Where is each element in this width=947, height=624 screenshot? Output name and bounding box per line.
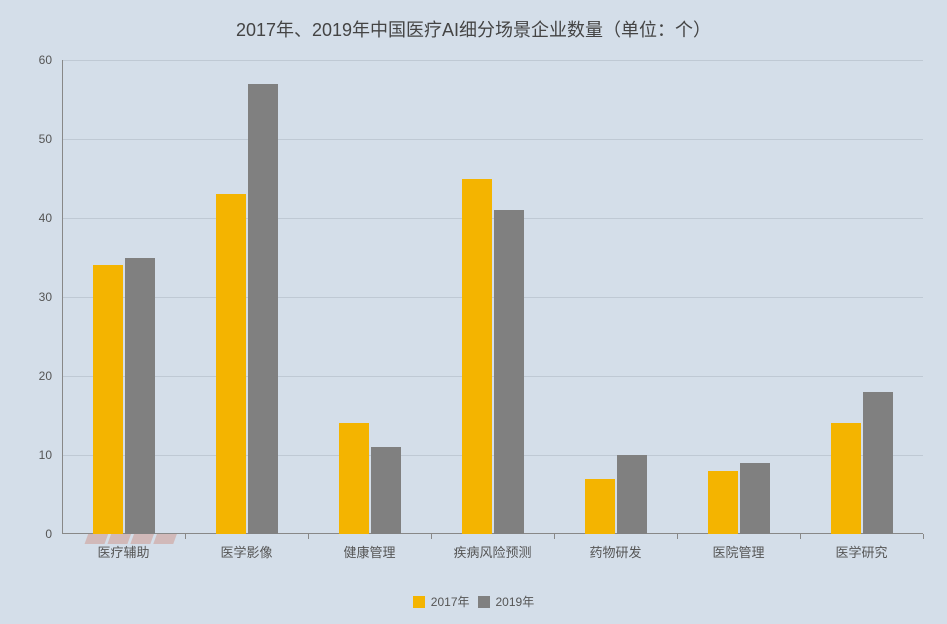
- x-tick-label: 疾病风险预测: [453, 542, 531, 561]
- bar: [125, 258, 155, 535]
- chart-container: 猎豹全球智库 2017年、2019年中国医疗AI细分场景企业数量（单位：个） 0…: [0, 0, 947, 624]
- bar-group: [554, 60, 677, 534]
- x-tick: [554, 534, 555, 539]
- bar-group: [431, 60, 554, 534]
- bar-group: [308, 60, 431, 534]
- x-tick-label: 医学研究: [835, 542, 887, 561]
- bar: [863, 392, 893, 534]
- x-tick-label: 医疗辅助: [97, 542, 149, 561]
- legend-label: 2019年: [496, 593, 535, 610]
- bar: [740, 463, 770, 534]
- bar: [462, 179, 492, 535]
- bar: [93, 265, 123, 534]
- x-tick: [677, 534, 678, 539]
- x-tick-label: 药物研发: [589, 542, 641, 561]
- x-tick: [923, 534, 924, 539]
- legend-label: 2017年: [431, 593, 470, 610]
- bar: [585, 479, 615, 534]
- bar: [371, 447, 401, 534]
- x-tick: [308, 534, 309, 539]
- chart-title: 2017年、2019年中国医疗AI细分场景企业数量（单位：个）: [0, 16, 947, 42]
- bar-group: [677, 60, 800, 534]
- plot-area: 0102030405060医疗辅助医学影像健康管理疾病风险预测药物研发医院管理医…: [62, 60, 923, 534]
- legend-item: 2019年: [478, 593, 535, 610]
- bar: [708, 471, 738, 534]
- x-tick-label: 医院管理: [712, 542, 764, 561]
- x-tick: [431, 534, 432, 539]
- legend-item: 2017年: [413, 593, 470, 610]
- bar: [339, 423, 369, 534]
- legend-swatch: [413, 596, 425, 608]
- bar-group: [185, 60, 308, 534]
- bar: [248, 84, 278, 534]
- legend: 2017年 2019年: [0, 593, 947, 610]
- bar-group: [800, 60, 923, 534]
- bar-group: [62, 60, 185, 534]
- x-tick-label: 健康管理: [343, 542, 395, 561]
- x-tick-label: 医学影像: [220, 542, 272, 561]
- x-tick: [800, 534, 801, 539]
- bar: [831, 423, 861, 534]
- bar: [617, 455, 647, 534]
- bar: [494, 210, 524, 534]
- x-tick: [185, 534, 186, 539]
- legend-swatch: [478, 596, 490, 608]
- bar: [216, 194, 246, 534]
